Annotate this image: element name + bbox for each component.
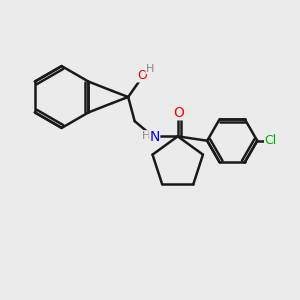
Text: O: O (137, 69, 147, 82)
Text: Cl: Cl (265, 134, 277, 147)
Text: O: O (173, 106, 184, 120)
Text: H: H (142, 131, 150, 141)
Text: H: H (146, 64, 154, 74)
Text: N: N (149, 130, 160, 144)
